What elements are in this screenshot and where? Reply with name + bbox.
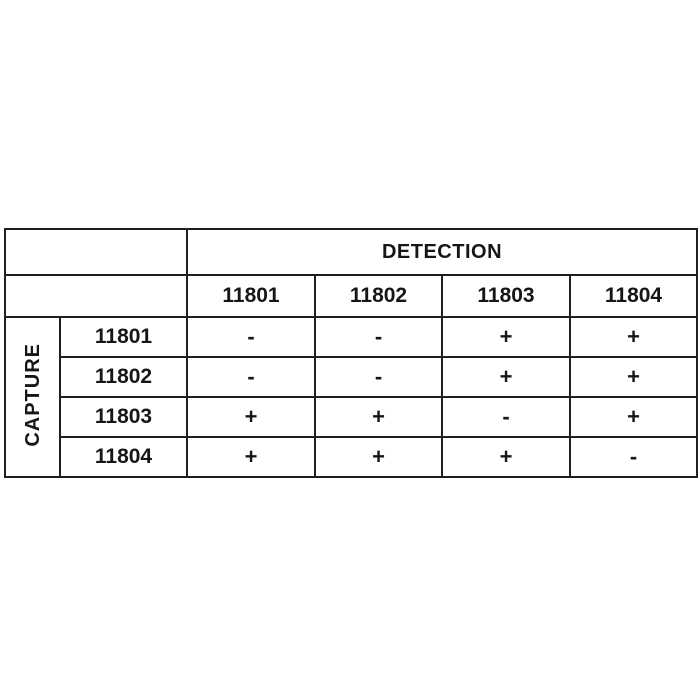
result-cell: +	[569, 396, 698, 438]
column-header-cell: 11804	[569, 274, 698, 318]
table-row: 11804 + + + -	[5, 436, 698, 478]
result-cell: +	[186, 436, 316, 478]
capture-detection-matrix-table: DETECTION 11801 11802 11803 11804 CAPTUR…	[4, 228, 698, 478]
column-header-cell: 11803	[441, 274, 571, 318]
table-row: 11802 - - + +	[5, 356, 698, 398]
result-cell: +	[569, 356, 698, 398]
table-row: CAPTURE 11801 - - + +	[4, 316, 698, 478]
row-header-cell: 11804	[59, 436, 188, 478]
result-cell: -	[314, 356, 443, 398]
result-cell: +	[441, 436, 571, 478]
result-cell: +	[314, 396, 443, 438]
column-header-row: 11801 11802 11803 11804	[4, 274, 698, 318]
result-cell: +	[314, 436, 443, 478]
corner-spacer	[4, 274, 188, 318]
row-header-cell: 11801	[59, 316, 188, 358]
result-cell: +	[186, 396, 316, 438]
detection-group-header: DETECTION	[186, 228, 698, 276]
result-cell: -	[186, 356, 316, 398]
column-header-cell: 11802	[314, 274, 443, 318]
result-cell: -	[441, 396, 571, 438]
column-header-cell: 11801	[186, 274, 316, 318]
group-header-row: DETECTION	[4, 228, 698, 276]
result-cell: -	[569, 436, 698, 478]
result-cell: +	[441, 356, 571, 398]
result-cell: +	[569, 316, 698, 358]
result-cell: +	[441, 316, 571, 358]
result-cell: -	[314, 316, 443, 358]
result-cell: -	[186, 316, 316, 358]
capture-group-header: CAPTURE	[4, 316, 61, 478]
row-header-cell: 11802	[59, 356, 188, 398]
row-header-cell: 11803	[59, 396, 188, 438]
table-row: 11803 + + - +	[5, 396, 698, 438]
corner-spacer	[4, 228, 188, 276]
capture-group-label: CAPTURE	[21, 342, 44, 447]
